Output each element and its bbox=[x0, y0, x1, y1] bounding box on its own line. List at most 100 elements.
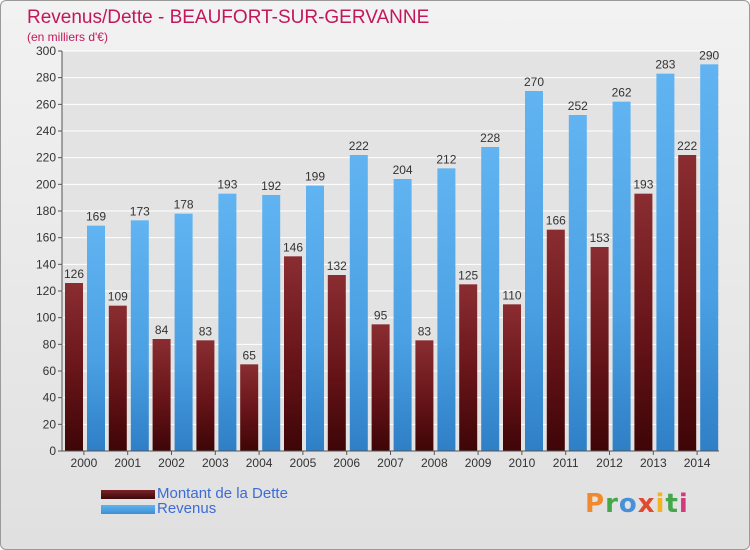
chart-title: Revenus/Dette - BEAUFORT-SUR-GERVANNE bbox=[27, 7, 430, 28]
legend-swatch-debt bbox=[101, 490, 155, 499]
legend-label-debt: Montant de la Dette bbox=[157, 485, 288, 502]
bar-revenue bbox=[700, 64, 719, 452]
bar-debt bbox=[196, 340, 215, 451]
y-tick-label: 120 bbox=[36, 284, 56, 298]
value-label-debt: 132 bbox=[327, 259, 347, 273]
y-tick-label: 40 bbox=[43, 391, 57, 405]
logo-letter: P bbox=[585, 489, 606, 519]
x-tick-label: 2011 bbox=[553, 456, 579, 470]
y-tick-label: 0 bbox=[49, 444, 56, 458]
bar-debt bbox=[590, 247, 609, 451]
bar-debt bbox=[108, 305, 127, 451]
bar-revenue bbox=[349, 155, 368, 451]
proxiti-logo: Proxiti bbox=[585, 489, 689, 519]
value-label-debt: 83 bbox=[199, 324, 213, 338]
value-label-debt: 84 bbox=[155, 323, 169, 337]
y-tick-label: 220 bbox=[36, 151, 56, 165]
value-label-debt: 222 bbox=[677, 139, 697, 153]
bar-revenue bbox=[481, 147, 500, 451]
value-label-revenue: 228 bbox=[480, 131, 500, 145]
x-tick-label: 2008 bbox=[421, 456, 448, 470]
value-label-debt: 95 bbox=[374, 308, 388, 322]
plot-area bbox=[62, 51, 719, 451]
value-label-revenue: 178 bbox=[174, 198, 194, 212]
value-label-debt: 126 bbox=[64, 267, 84, 281]
value-label-debt: 166 bbox=[546, 214, 566, 228]
y-tick-label: 100 bbox=[36, 311, 56, 325]
grid-layer bbox=[62, 50, 719, 452]
x-tick-label: 2010 bbox=[509, 456, 536, 470]
value-label-revenue: 212 bbox=[436, 152, 456, 166]
value-label-revenue: 193 bbox=[217, 178, 237, 192]
value-label-revenue: 262 bbox=[612, 86, 632, 100]
y-tick-label: 300 bbox=[36, 44, 56, 58]
bar-debt bbox=[65, 283, 83, 451]
logo-letter: r bbox=[605, 489, 619, 519]
bar-revenue bbox=[262, 195, 281, 451]
bar-debt bbox=[284, 256, 302, 451]
value-label-revenue: 290 bbox=[699, 48, 719, 62]
x-tick-label: 2005 bbox=[290, 456, 317, 470]
bar-revenue bbox=[437, 168, 456, 452]
x-tick-label: 2013 bbox=[640, 456, 667, 470]
bar-debt bbox=[634, 193, 653, 451]
x-tick-label: 2003 bbox=[202, 456, 229, 470]
value-label-debt: 153 bbox=[590, 231, 610, 245]
bar-debt bbox=[678, 155, 697, 451]
y-tick-label: 160 bbox=[36, 231, 56, 245]
y-tick-label: 140 bbox=[36, 257, 56, 271]
bar-debt bbox=[459, 284, 478, 451]
y-tick-label: 60 bbox=[43, 364, 57, 378]
chart-subtitle: (en milliers d'€) bbox=[27, 30, 108, 44]
value-label-debt: 125 bbox=[458, 268, 478, 282]
y-tick-label: 280 bbox=[36, 71, 56, 85]
x-tick-label: 2002 bbox=[158, 456, 185, 470]
y-tick-label: 240 bbox=[36, 124, 56, 138]
value-label-revenue: 222 bbox=[349, 139, 369, 153]
value-label-revenue: 192 bbox=[261, 179, 281, 193]
x-tick-label: 2000 bbox=[71, 456, 98, 470]
y-tick-label: 200 bbox=[36, 177, 56, 191]
y-tick-label: 20 bbox=[43, 417, 57, 431]
x-tick-label: 2009 bbox=[465, 456, 492, 470]
logo-letter: t bbox=[665, 489, 679, 519]
value-label-revenue: 270 bbox=[524, 75, 544, 89]
value-label-debt: 65 bbox=[243, 348, 257, 362]
value-label-debt: 193 bbox=[633, 178, 653, 192]
bar-revenue bbox=[306, 185, 324, 451]
value-label-revenue: 252 bbox=[568, 99, 588, 113]
y-tick-label: 260 bbox=[36, 97, 56, 111]
y-tick-label: 80 bbox=[43, 337, 57, 351]
bar-revenue bbox=[87, 225, 105, 451]
bar-debt bbox=[371, 324, 390, 451]
value-label-debt: 109 bbox=[108, 290, 128, 304]
legend-swatch-revenue bbox=[101, 505, 155, 514]
x-tick-label: 2001 bbox=[114, 456, 141, 470]
bar-debt bbox=[240, 364, 259, 451]
bar-debt bbox=[327, 275, 346, 451]
value-label-revenue: 283 bbox=[655, 58, 675, 72]
logo-letter: i bbox=[678, 489, 689, 519]
legend-label-revenue: Revenus bbox=[157, 500, 217, 517]
bar-revenue bbox=[218, 193, 237, 451]
x-tick-label: 2014 bbox=[684, 456, 711, 470]
bar-debt bbox=[546, 229, 565, 451]
logo-letter: o bbox=[618, 489, 638, 519]
bar-revenue bbox=[656, 73, 675, 452]
y-tick-label: 180 bbox=[36, 204, 56, 218]
value-label-revenue: 204 bbox=[393, 163, 413, 177]
x-tick-label: 2007 bbox=[377, 456, 404, 470]
axis-layer: 0 20 40 60 80 100 120 140 160 180 200 220 240 260 280 3… bbox=[36, 44, 719, 470]
value-label-revenue: 173 bbox=[130, 204, 150, 218]
bar-debt bbox=[152, 339, 171, 451]
value-label-debt: 146 bbox=[283, 240, 303, 254]
value-label-debt: 83 bbox=[418, 324, 432, 338]
logo-letter: i bbox=[655, 489, 666, 519]
bar-revenue bbox=[393, 179, 412, 451]
x-tick-label: 2006 bbox=[333, 456, 360, 470]
bar-debt bbox=[415, 340, 434, 451]
logo-letter: x bbox=[637, 489, 656, 519]
bar-layer bbox=[65, 64, 719, 452]
